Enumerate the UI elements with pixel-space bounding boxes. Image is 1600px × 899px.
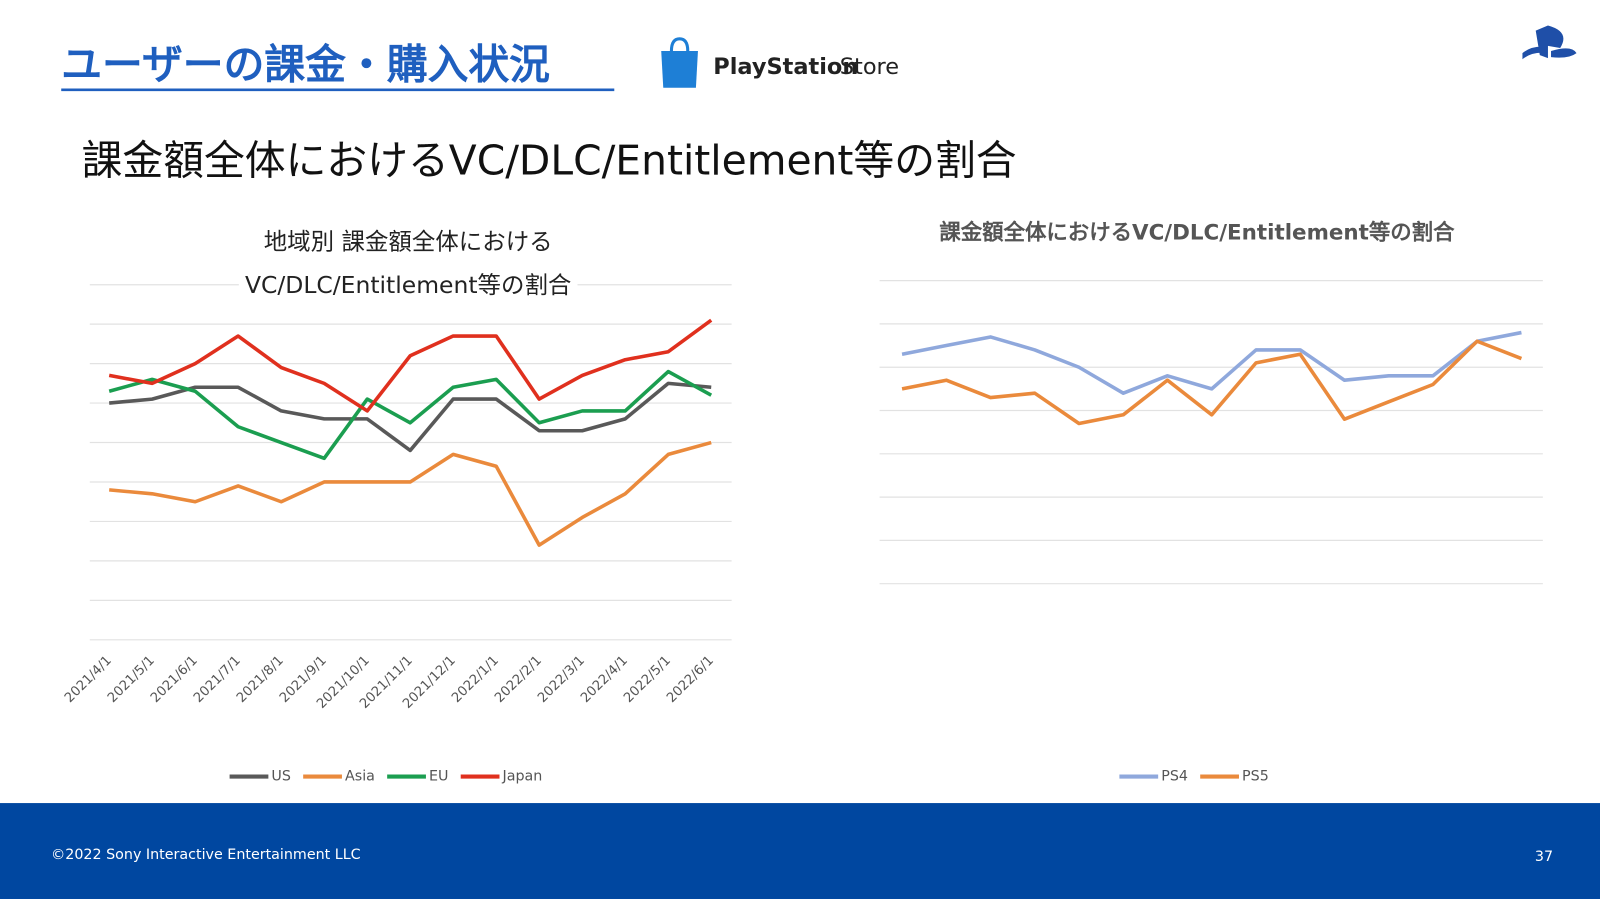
legend-label: US: [271, 769, 291, 785]
title-backdrop: [238, 269, 578, 302]
series-line: [901, 339, 1523, 426]
series-line: [108, 369, 713, 461]
legend-label: PS5: [1242, 769, 1269, 785]
title-backdrop: [257, 225, 559, 258]
copyright: ©2022 Sony Interactive Entertainment LLC: [51, 847, 361, 863]
store-suffix: Store: [840, 54, 899, 80]
playstation-logo: [1522, 25, 1577, 60]
store-bag-handle: [669, 37, 690, 52]
chart-title: 課金額全体におけるVC/DLC/Entitlement等の割合: [939, 220, 1455, 246]
legend-label: PS4: [1161, 769, 1188, 785]
page-title: ユーザーの課金・購入状況: [61, 40, 550, 88]
series-line: [109, 440, 712, 547]
store-name: PlayStation: [713, 54, 858, 80]
series-line: [108, 318, 713, 413]
footer-band: [0, 803, 1600, 899]
series-line: [109, 381, 712, 453]
legend-label: Japan: [502, 769, 543, 785]
chart-title: 地域別 課金額全体における: [264, 227, 553, 255]
legend-label: EU: [429, 769, 448, 785]
legend-label: Asia: [345, 769, 375, 785]
series-line: [901, 330, 1522, 395]
slide-subtitle: 課金額全体におけるVC/DLC/Entitlement等の割合: [82, 136, 1017, 184]
page-number: 37: [1535, 849, 1553, 865]
store-bag-icon: [661, 51, 698, 88]
chart-title: VC/DLC/Entitlement等の割合: [245, 271, 571, 299]
